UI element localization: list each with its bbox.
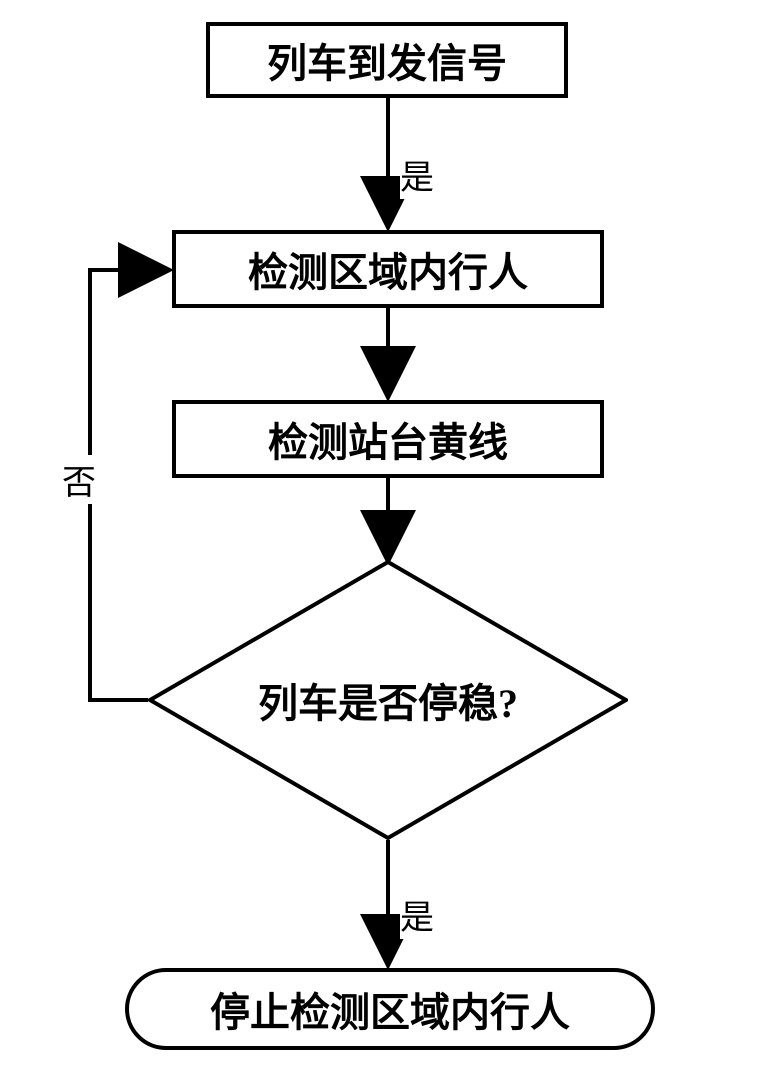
node-stop-detect: 停止检测区域内行人: [125, 968, 655, 1050]
node-detect-pedestrians: 检测区域内行人: [172, 230, 604, 308]
node-detect-pedestrians-label: 检测区域内行人: [248, 240, 528, 298]
edge-label-yes-2: 是: [400, 890, 434, 939]
node-start-label: 列车到发信号: [267, 31, 507, 89]
flowchart-arrows: [0, 0, 775, 1078]
node-train-stopped: 列车是否停稳?: [148, 560, 628, 840]
edge-label-yes-1: 是: [400, 150, 434, 199]
flowchart-container: 列车到发信号 是 检测区域内行人 检测站台黄线 列车是否停稳? 否 是 停止检测…: [0, 0, 775, 1078]
node-stop-detect-label: 停止检测区域内行人: [210, 980, 570, 1038]
node-start: 列车到发信号: [206, 22, 568, 98]
node-detect-yellow-line-label: 检测站台黄线: [268, 410, 508, 468]
node-detect-yellow-line: 检测站台黄线: [172, 400, 604, 478]
node-train-stopped-label: 列车是否停稳?: [258, 671, 518, 729]
edge-label-no: 否: [62, 455, 96, 504]
